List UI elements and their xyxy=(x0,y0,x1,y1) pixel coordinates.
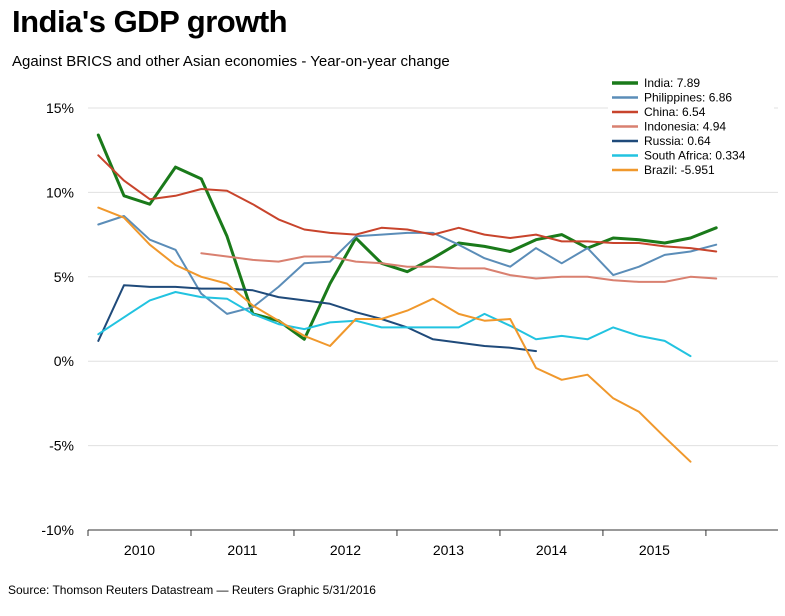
y-tick-label: -10% xyxy=(41,522,74,538)
series-line xyxy=(200,252,718,283)
legend-entry: South Africa: 0.334 xyxy=(644,149,746,163)
series-line xyxy=(97,284,537,353)
series-line xyxy=(97,206,692,463)
x-tick-label: 2012 xyxy=(330,542,361,558)
series-line xyxy=(97,291,692,358)
legend-entry: Russia: 0.64 xyxy=(644,134,711,148)
y-axis: 15% 10% 5% 0% -5% -10% xyxy=(41,100,74,538)
legend-entry: Indonesia: 4.94 xyxy=(644,120,726,134)
series-lines xyxy=(96,133,718,463)
series-line xyxy=(96,133,718,341)
legend-entry: Brazil: -5.951 xyxy=(644,163,715,177)
y-tick-label: 15% xyxy=(46,100,74,116)
y-tick-label: -5% xyxy=(49,438,74,454)
x-tick-label: 2010 xyxy=(124,542,155,558)
chart-title: India's GDP growth xyxy=(12,4,288,39)
source-note: Source: Thomson Reuters Datastream — Reu… xyxy=(8,583,376,597)
series-line xyxy=(97,215,718,315)
x-axis: 2010 2011 2012 2013 2014 2015 xyxy=(87,529,778,558)
chart-subtitle: Against BRICS and other Asian economies … xyxy=(12,53,450,70)
x-tick-label: 2014 xyxy=(536,542,567,558)
x-tick-label: 2013 xyxy=(433,542,464,558)
x-tick-label: 2015 xyxy=(639,542,670,558)
line-chart: 2010 2011 2012 2013 2014 2015 15% 10% 5% 0% -5% -1… xyxy=(41,74,778,558)
y-tick-label: 10% xyxy=(46,184,74,200)
legend-entry: India: 7.89 xyxy=(644,76,700,90)
x-tick-label: 2011 xyxy=(227,542,257,558)
y-tick-label: 5% xyxy=(54,269,74,285)
y-tick-label: 0% xyxy=(54,353,74,369)
legend-entry: Philippines: 6.86 xyxy=(644,91,732,105)
series-line xyxy=(97,154,718,253)
legend-entry: China: 6.54 xyxy=(644,105,706,119)
